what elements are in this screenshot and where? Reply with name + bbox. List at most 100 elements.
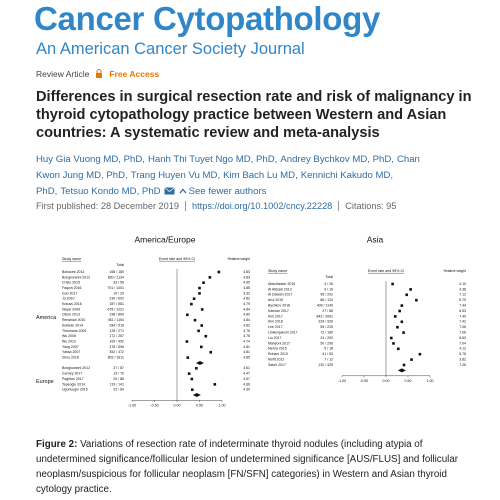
study-total: 72 / 180 [320,331,333,335]
study-name: Bohacek 2012 [62,270,84,274]
figure-label: Figure 2: [36,439,78,450]
effect-point [418,352,422,356]
study-weight: 4.61 [243,366,250,370]
published-date: First published: 28 December 2019 [36,201,179,211]
effect-point [398,309,401,313]
study-name: Al Dawish 2017 [268,293,292,297]
author[interactable]: Huy Gia Vuong MD, PhD, [36,154,145,165]
study-weight: 4.76 [243,334,250,338]
study-total: 701 / 1401 [107,286,124,290]
study-total: 230 / 602 [109,297,124,301]
study-weight: 4.80 [243,313,250,317]
study-total: 830 / 1134 [108,275,124,279]
study-name: Wu 2012 [62,339,76,343]
citations[interactable]: Citations: 95 [345,201,397,211]
study-weight: 6.79 [459,298,466,302]
study-name: Pagliaro 2017 [62,377,84,381]
study-total: 168 / 180 [109,270,124,274]
study-weight: 4.47 [243,372,250,376]
effect-point [191,388,194,391]
study-total: 22 / 64 [113,388,124,392]
x-tick-label: -1.00 [128,403,136,407]
study-total: 4 / 26 [324,282,333,286]
study-total: 37 / 87 [113,366,124,370]
effect-point [200,308,204,311]
study-weight: 7.26 [459,363,466,367]
effect-point [217,270,221,274]
effect-point [186,313,189,317]
study-total: 7 / 12 [324,358,333,362]
caption-text: Variations of resection rate of indeterm… [36,439,459,495]
study-total: 50 / 296 [320,341,333,345]
effect-point [208,276,212,279]
study-weight: 7.06 [459,325,466,329]
study-name: Tepeoglu 2014 [62,382,85,386]
study-name: Yang 2007 [62,345,79,349]
study-name: Bychkov 2018 [268,304,290,308]
separator [338,201,340,211]
study-name: Kim 2017 [268,314,283,318]
effect-point [190,377,194,381]
study-name: Al Abbadi 2013 [268,287,292,291]
study-name: Wu 2006 [62,334,76,338]
journal-subtitle: An American Cancer Society Journal [36,40,305,58]
study-total: 352 / 472 [109,350,124,354]
author[interactable]: Andrey Bychkov MD, PhD, [280,154,394,165]
effect-point [213,383,217,386]
effect-point [185,340,189,343]
study-weight: 4.74 [243,339,250,343]
effect-point [402,363,406,367]
study-total: 109 / 492 [109,339,124,343]
see-fewer-authors[interactable]: See fewer authors [188,186,267,197]
study-total: 172 / 267 [109,334,124,338]
study-total: 406 / 1140 [317,304,333,308]
study-weight: 4.79 [243,302,250,306]
study-weight: 4.84 [243,307,250,311]
effect-point [415,298,418,302]
study-total: 284 / 516 [109,323,124,327]
caret-icon [179,188,187,194]
study-name: Krauss 2016 [62,302,82,306]
study-weight: 6.53 [459,309,466,313]
pooled-diamond [195,360,204,365]
study-weight: 3.82 [459,358,466,362]
effect-point [396,325,399,329]
study-name: Bongiovanni 2012 [62,366,90,370]
study-total: 10 / 20 [113,291,124,295]
figure-caption: Figure 2: Variations of resection rate o… [36,437,476,497]
study-weight: 7.06 [459,331,466,335]
author[interactable]: Trang Huyen Vu MD, [130,170,221,181]
effect-point [198,286,201,290]
doi-link[interactable]: https://doi.org/10.1002/cncy.22228 [192,201,333,211]
article-type: Review Article [36,69,90,79]
x-tick-label: 1.00 [427,379,434,383]
author[interactable]: Kim Bach Lu MD, [223,170,298,181]
study-total: 27 / 88 [322,309,333,313]
study-weight: 4.57 [243,377,250,381]
study-total: 843 / 3991 [316,314,333,318]
study-name: Arul 2015 [268,298,283,302]
author[interactable]: Hanh Thi Tuyet Ngo MD, PhD, [147,154,278,165]
study-name: Liu 2017 [268,336,281,340]
study-total: 802 / 3311 [108,356,124,360]
effect-point [400,320,404,324]
study-name: Kim 2018 [268,320,283,324]
journal-name[interactable]: Cancer Cytopathology [34,0,381,37]
author[interactable]: Tetsuo Kondo MD, PhD [60,186,161,197]
effect-point [197,329,200,333]
study-name: Sullivan 2014 [62,323,83,327]
study-weight: 4.83 [243,275,250,279]
study-weight: 4.85 [243,356,250,360]
study-name: Nayar 2009 [62,307,80,311]
effect-point [410,358,413,361]
author[interactable]: Chan Kwon Jung MD, PhD, [36,154,420,181]
study-name: Theoharis 2009 [62,329,86,333]
author[interactable]: Kennichi Kakudo MD, PhD, [36,170,394,197]
col-header: Total [116,263,124,267]
effect-point [186,356,190,359]
x-tick-label: 0.50 [405,379,412,383]
study-total: 59 / 225 [320,325,333,329]
study-weight: 7.44 [459,304,466,308]
author-list: Huy Gia Vuong MD, PhD, Hanh Thi Tuyet Ngo… [36,152,446,200]
study-name: Gurney 2017 [62,372,82,376]
